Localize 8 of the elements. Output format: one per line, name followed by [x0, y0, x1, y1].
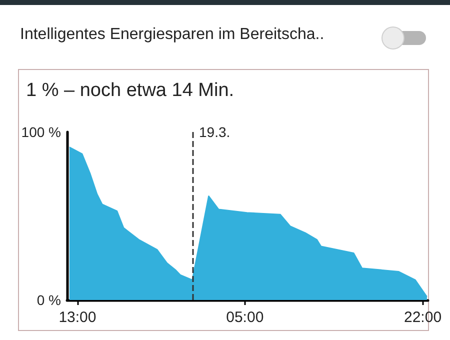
- chart-title: 1 % – noch etwa 14 Min.: [26, 80, 234, 101]
- text: Intelligentes Energiesparen im Bereitscha..: [20, 26, 324, 44]
- y-tick-label: 100 %: [21, 124, 61, 140]
- x-tick-label: 05:00: [226, 309, 264, 326]
- y-tick-label: 0 %: [36, 292, 61, 308]
- ref-line-label: 19.3.: [198, 124, 230, 140]
- x-tick-label: 13:00: [58, 309, 96, 326]
- x-tick-label: 22:00: [404, 309, 442, 326]
